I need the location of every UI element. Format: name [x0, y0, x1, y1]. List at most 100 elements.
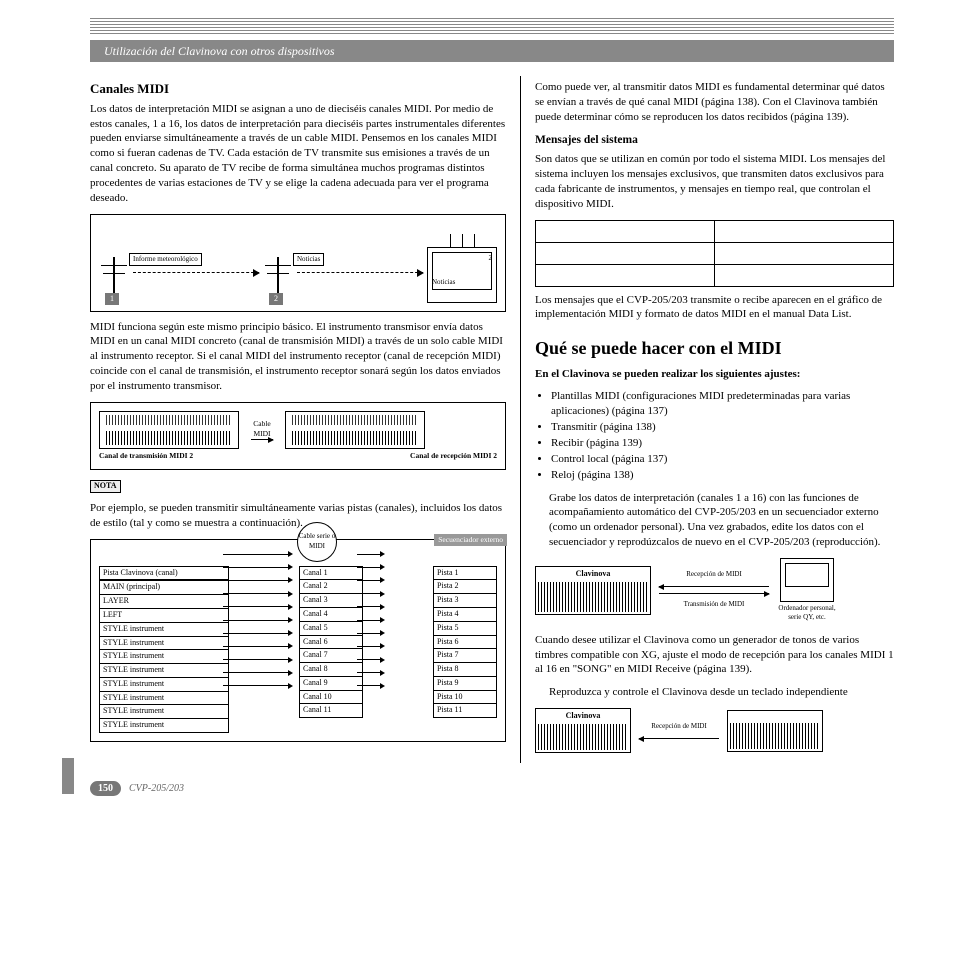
list-item: Reloj (página 138)	[551, 468, 894, 483]
pc-caption: Ordenador personal, serie QY, etc.	[777, 604, 837, 623]
footer: 150 CVP-205/203	[90, 781, 894, 797]
cable-circle: Cable serie o MIDI	[297, 522, 337, 562]
table-cell	[536, 264, 715, 286]
arrow	[297, 272, 423, 273]
table-cell	[715, 264, 894, 286]
external-sequencer-label: Secuenciador externo	[434, 534, 507, 546]
fig-keyboards: Cable MIDI Canal de transmisión MIDI 2 C…	[90, 402, 506, 470]
para: Grabe los datos de interpretación (canal…	[549, 491, 894, 550]
para: Cuando desee utilizar el Clavinova como …	[535, 633, 894, 678]
table-cell: Pista 5	[434, 621, 497, 635]
arrow	[251, 439, 273, 440]
table-cell: STYLE instrument	[100, 677, 229, 691]
table-cell	[536, 242, 715, 264]
para: Los mensajes que el CVP-205/203 transmit…	[535, 293, 894, 323]
table-cell: STYLE instrument	[100, 650, 229, 664]
nota-badge: NOTA	[90, 480, 121, 493]
para: Por ejemplo, se pueden transmitir simult…	[90, 501, 506, 531]
antenna-2: Noticias 2	[263, 257, 293, 303]
para: MIDI funciona según este mismo principio…	[90, 320, 506, 394]
h-canales: Canales MIDI	[90, 80, 506, 98]
fig-connection-2: Clavinova Recepción de MIDI	[535, 708, 894, 753]
arrow	[659, 586, 769, 587]
model-label: CVP-205/203	[129, 782, 184, 796]
keyboard-rx	[285, 411, 425, 449]
table-cell: Pista 1	[434, 566, 497, 580]
antenna-1: Informe meteorológico 1	[99, 257, 129, 303]
table-cell: Pista 4	[434, 607, 497, 621]
list-item: Transmitir (página 138)	[551, 420, 894, 435]
table-cell: Pista 6	[434, 635, 497, 649]
lead: En el Clavinova se pueden realizar los s…	[535, 368, 800, 380]
table-cell: LAYER	[100, 595, 229, 609]
table-cell: Canal 10	[300, 690, 363, 704]
table-cell: STYLE instrument	[100, 636, 229, 650]
table-cell: Canal 4	[300, 607, 363, 621]
table-cell: Pista 2	[434, 580, 497, 594]
sys-table	[535, 220, 894, 287]
table-cell	[715, 220, 894, 242]
table-cell: Canal 3	[300, 594, 363, 608]
bubble-weather: Informe meteorológico	[129, 253, 202, 266]
seq-mid-table: Canal 1Canal 2Canal 3Canal 4Canal 5Canal…	[299, 566, 363, 719]
para: Reproduzca y controle el Clavinova desde…	[549, 685, 894, 700]
table-cell: Pista 10	[434, 690, 497, 704]
table-cell: Pista 8	[434, 663, 497, 677]
page: Utilización del Clavinova con otros disp…	[0, 18, 954, 836]
arrow	[639, 738, 719, 739]
arrow	[659, 593, 769, 594]
seq-left-header: Pista Clavinova (canal)	[100, 566, 229, 580]
table-cell: Pista 3	[434, 594, 497, 608]
table-cell	[715, 242, 894, 264]
table-cell: Canal 7	[300, 649, 363, 663]
arrow-label-rx: Recepción de MIDI	[639, 722, 719, 731]
device-clavinova: Clavinova	[535, 566, 651, 615]
tv: 2 Noticias	[427, 247, 497, 303]
page-number: 150	[90, 781, 121, 797]
table-cell: Canal 8	[300, 663, 363, 677]
table-cell: Canal 6	[300, 635, 363, 649]
arrow	[133, 272, 259, 273]
table-cell: STYLE instrument	[100, 705, 229, 719]
fig-tv: Informe meteorológico 1 Noticias 2 2 Not…	[90, 214, 506, 312]
tv-number: 2	[489, 254, 493, 263]
arrow-label-tx: Transmisión de MIDI	[659, 600, 769, 609]
keyboard-tx	[99, 411, 239, 449]
table-cell: MAIN (principal)	[100, 581, 229, 595]
table-cell: Pista 9	[434, 676, 497, 690]
cap-tx: Canal de transmisión MIDI 2	[99, 451, 193, 461]
device-external-kb	[727, 710, 823, 752]
table-cell: Pista 11	[434, 704, 497, 718]
device-clavinova: Clavinova	[535, 708, 631, 753]
h-sys: Mensajes del sistema	[535, 133, 894, 149]
fig-connection-1: Clavinova Recepción de MIDI Transmisión …	[535, 558, 894, 623]
table-cell: STYLE instrument	[100, 719, 229, 733]
breadcrumb: Utilización del Clavinova con otros disp…	[90, 40, 894, 62]
bullets: Plantillas MIDI (configuraciones MIDI pr…	[551, 389, 894, 482]
fig-sequencer: Cable serie o MIDI Secuenciador externo …	[90, 539, 506, 743]
dev-title: Clavinova	[538, 711, 628, 722]
top-rule	[90, 18, 894, 34]
device-pc	[780, 558, 834, 602]
table-cell	[536, 220, 715, 242]
para: Como puede ver, al transmitir datos MIDI…	[535, 80, 894, 125]
h-major: Qué se puede hacer con el MIDI	[535, 336, 894, 360]
table-cell: STYLE instrument	[100, 691, 229, 705]
badge-1: 1	[105, 293, 119, 305]
table-cell: STYLE instrument	[100, 664, 229, 678]
table-cell: Canal 11	[300, 704, 363, 718]
list-item: Control local (página 137)	[551, 452, 894, 467]
list-item: Recibir (página 139)	[551, 436, 894, 451]
para: Los datos de interpretación MIDI se asig…	[90, 102, 506, 206]
table-cell: Canal 2	[300, 580, 363, 594]
bubble-news: Noticias	[293, 253, 324, 266]
dev-title: Clavinova	[538, 569, 648, 580]
side-tab	[62, 758, 74, 794]
right-column: Como puede ver, al transmitir datos MIDI…	[521, 76, 894, 763]
left-column: Canales MIDI Los datos de interpretación…	[90, 76, 521, 763]
seq-left-table: Pista Clavinova (canal)	[99, 566, 229, 581]
badge-2: 2	[269, 293, 283, 305]
arrow-label-rx: Recepción de MIDI	[659, 570, 769, 579]
table-cell: Canal 9	[300, 676, 363, 690]
seq-right-table: Pista 1Pista 2Pista 3Pista 4Pista 5Pista…	[433, 566, 497, 719]
